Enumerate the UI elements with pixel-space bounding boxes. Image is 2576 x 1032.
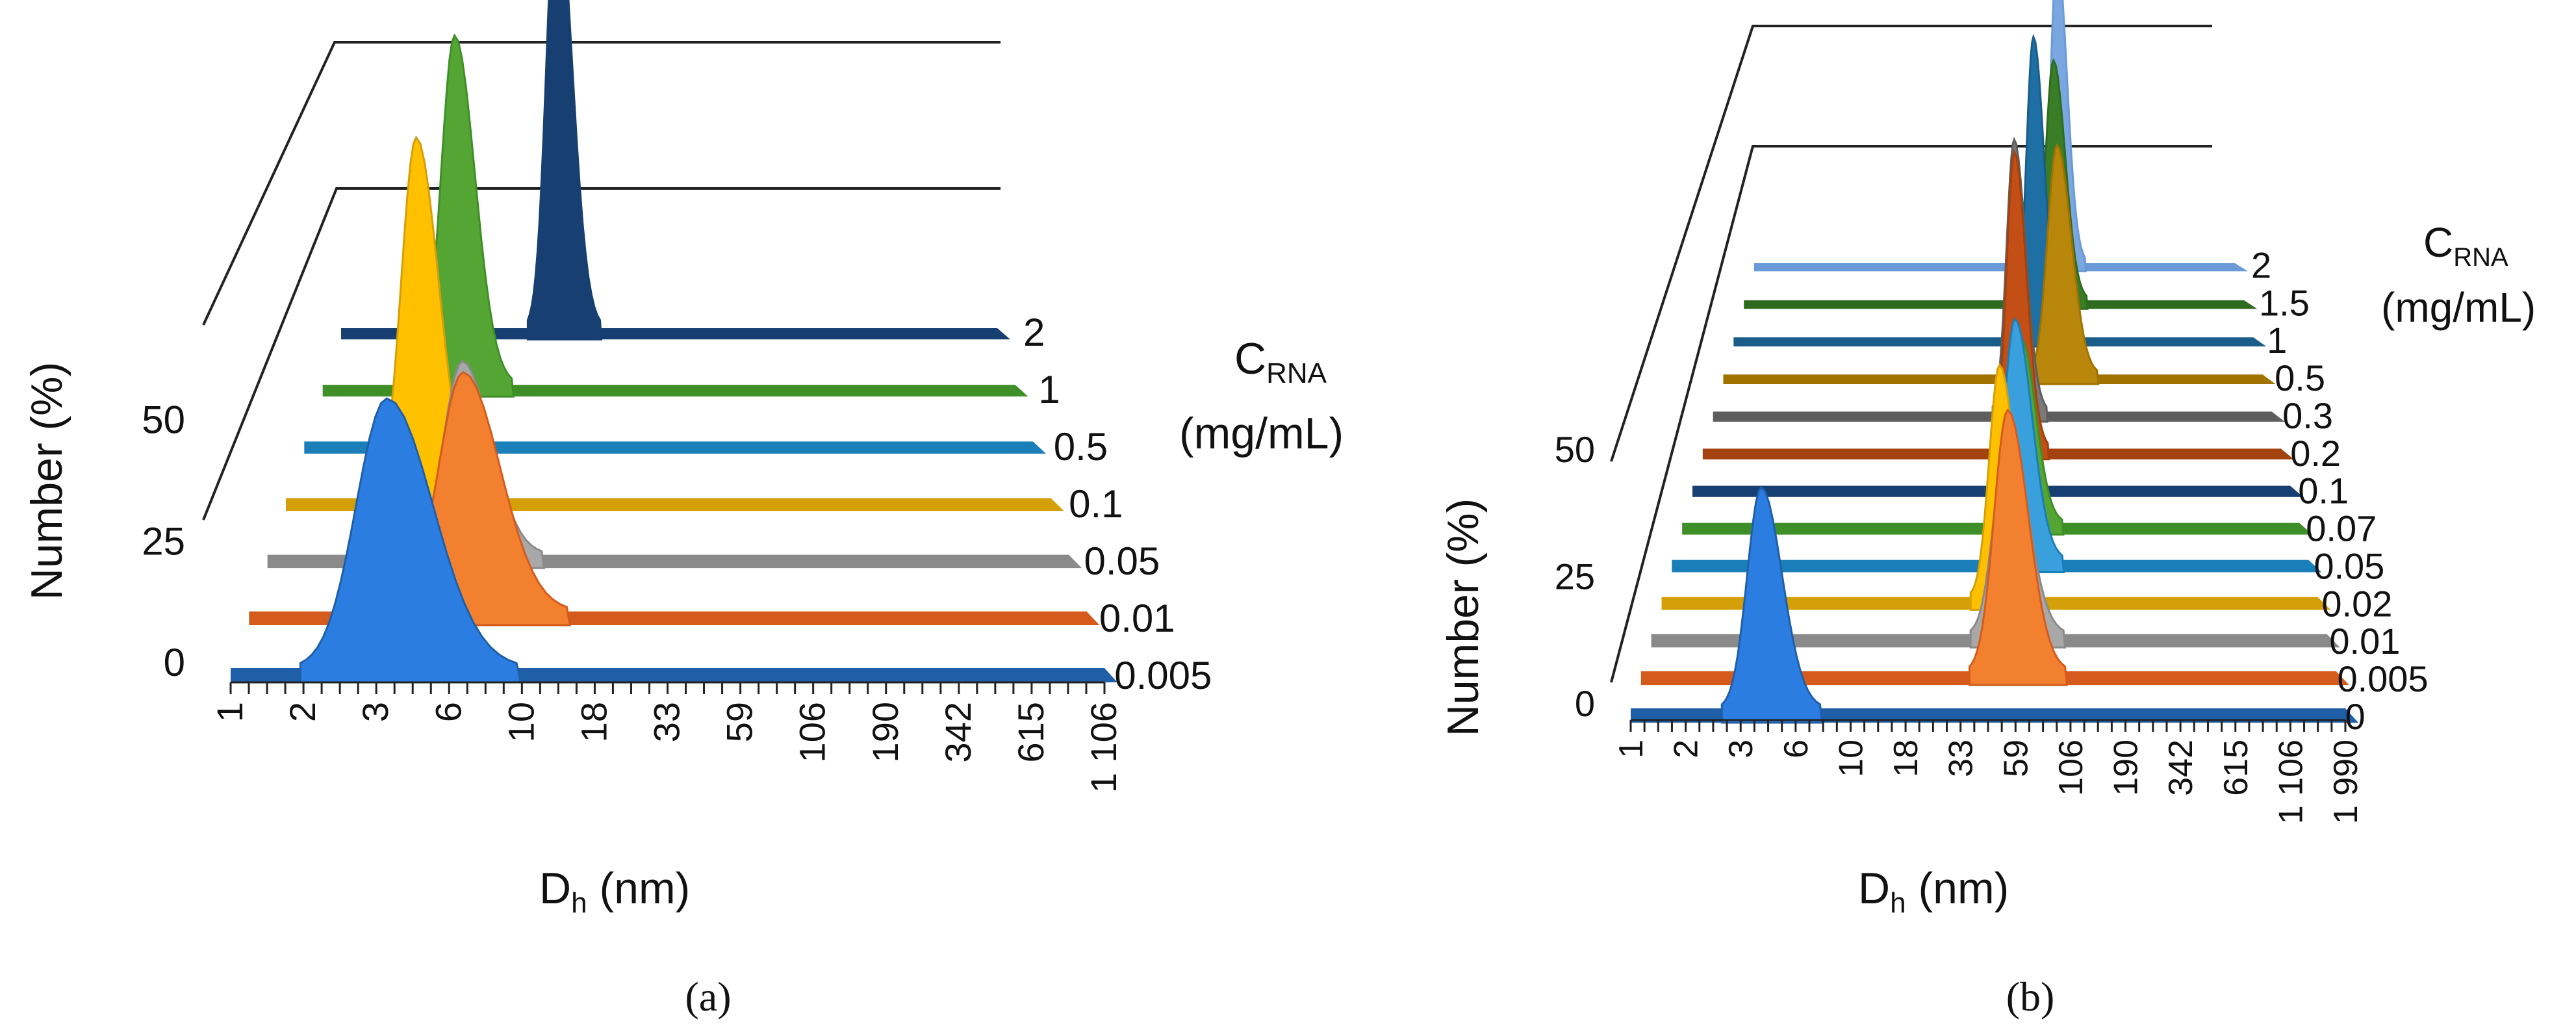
panel-a-axes-frame: [202, 41, 1001, 521]
panel-a-frame-back: [202, 187, 1001, 521]
panel-b-x-axis-label: Dh (nm): [1858, 864, 2009, 919]
panel-a-z-axis-unit: (mg/mL): [1179, 409, 1344, 458]
panel-b-x-label-sub: h: [1890, 887, 1906, 919]
z-tick-label: 0.01: [2329, 621, 2400, 662]
z-tick-label: 0.5: [1054, 425, 1108, 469]
y-tick-label: 25: [142, 519, 185, 563]
panel-b-caption: (b): [2006, 974, 2055, 1020]
series-band-1: [1733, 337, 2267, 347]
panel-b-y-ticks: 0 25 50: [1555, 429, 1595, 724]
z-tick-label: 0.2: [2290, 433, 2341, 474]
panel-b-frame-top: [1610, 25, 2212, 462]
panel-b-x-ticks: 1 2 3 6 10 18 33 59 106 190 342 615 1 106 1 990: [1613, 719, 2365, 824]
panel-b-y-axis-label: Number (%): [1438, 498, 1488, 737]
series-band-1.5: [1744, 300, 2258, 309]
panel-a-x-label-sub: h: [571, 887, 587, 919]
x-tick-label: 106: [2052, 740, 2090, 796]
y-tick-label: 50: [142, 398, 185, 442]
panel-a-x-label-main: D: [539, 864, 571, 913]
series-band-2: [1754, 263, 2248, 272]
x-tick-label: 615: [1010, 702, 1051, 762]
z-tick-label: 0.5: [2275, 357, 2325, 398]
x-tick-label: 1: [209, 702, 250, 722]
panel-a-x-label-unit: (nm): [587, 864, 691, 913]
z-tick-label: 0.005: [1114, 654, 1212, 697]
x-tick-label: 6: [427, 702, 468, 722]
panel-b-axes-frame: [1610, 25, 2212, 683]
panel-b-z-label-sub: RNA: [2453, 243, 2508, 272]
series-peak-0.5: [2029, 143, 2100, 385]
z-tick-label: 2: [1023, 311, 1045, 354]
x-tick-label: 6: [1778, 740, 1815, 758]
x-tick-label: 10: [500, 702, 541, 742]
x-tick-label: 18: [1887, 740, 1925, 777]
series-peak-2: [526, 0, 603, 341]
x-tick-label: 1: [1613, 740, 1650, 758]
x-tick-label: 3: [1722, 740, 1760, 758]
panel-a: 1 2 3 6 10 18 33 59 106 190 342 615 1 106 0 25 50 2 1 0.…: [22, 0, 1344, 1020]
panel-a-z-ticks: 2 1 0.5 0.1 0.05 0.01 0.005: [1023, 311, 1212, 697]
x-tick-label: 33: [646, 702, 687, 742]
x-tick-label: 342: [937, 702, 978, 762]
z-tick-label: 0.05: [1084, 539, 1160, 583]
x-tick-label: 615: [2217, 740, 2255, 796]
z-tick-label: 1: [1038, 368, 1060, 411]
panel-a-z-axis-label: CRNA: [1234, 334, 1327, 389]
series-peak-0: [1720, 485, 1823, 724]
series-peak-0.005: [299, 397, 522, 684]
panel-b-series-rows: [1631, 0, 2358, 724]
z-tick-label: 1: [2267, 320, 2287, 361]
panel-b-x-label-unit: (nm): [1906, 864, 2009, 913]
z-tick-label: 0.3: [2282, 395, 2333, 436]
z-tick-label: 1.5: [2259, 282, 2310, 323]
panel-a-series-rows: [231, 0, 1117, 684]
x-tick-label: 33: [1943, 740, 1980, 777]
z-tick-label: 0.05: [2314, 545, 2384, 586]
x-tick-label: 190: [865, 702, 906, 762]
panel-a-x-ticks: 1 2 3 6 10 18 33 59 106 190 342 615 1 106: [209, 681, 1124, 793]
panel-a-y-axis-label: Number (%): [22, 362, 71, 600]
z-tick-label: 0.005: [2337, 658, 2428, 699]
panel-b-z-axis-label: CRNA: [2423, 219, 2508, 272]
x-tick-label: 190: [2108, 740, 2145, 796]
y-tick-label: 25: [1555, 556, 1595, 597]
z-tick-label: 0.1: [2298, 471, 2349, 511]
z-tick-label: 0.02: [2321, 583, 2392, 624]
x-tick-label: 1 106: [1083, 702, 1124, 793]
panel-a-x-axis-label: Dh (nm): [539, 864, 690, 919]
x-tick-label: 1 106: [2272, 740, 2310, 824]
z-tick-label: 0.07: [2306, 508, 2377, 549]
x-tick-label: 2: [282, 702, 323, 722]
panel-a-y-ticks: 0 25 50: [142, 398, 185, 685]
y-tick-label: 0: [1575, 683, 1595, 724]
z-tick-label: 0.1: [1069, 482, 1123, 526]
z-tick-label: 2: [2251, 244, 2271, 285]
panel-b-z-label-main: C: [2423, 219, 2453, 266]
x-tick-label: 59: [1997, 740, 2035, 777]
x-tick-label: 59: [719, 702, 760, 742]
z-tick-label: 0.01: [1099, 597, 1175, 640]
series-peak-0.005: [1969, 408, 2068, 686]
panel-b: 1 2 3 6 10 18 33 59 106 190 342 615 1 106 1 990 02550…: [1438, 0, 2536, 1020]
x-tick-label: 10: [1832, 740, 1870, 777]
series-band-2: [341, 328, 1010, 340]
z-tick-label: 0: [2345, 696, 2366, 737]
y-tick-label: 50: [1555, 429, 1595, 470]
panel-a-caption: (a): [685, 974, 731, 1020]
panel-b-x-label-main: D: [1858, 864, 1890, 913]
x-tick-label: 1 990: [2327, 740, 2365, 824]
x-tick-label: 3: [355, 702, 396, 722]
x-tick-label: 2: [1668, 740, 1705, 758]
x-tick-label: 342: [2162, 740, 2200, 796]
panel-a-frame-top: [202, 41, 1001, 326]
panel-a-z-label-sub: RNA: [1266, 357, 1327, 389]
panel-a-z-label-main: C: [1234, 334, 1266, 383]
y-tick-label: 0: [164, 641, 185, 684]
panel-b-z-axis-unit: (mg/mL): [2381, 284, 2536, 331]
x-tick-label: 106: [792, 702, 833, 762]
x-tick-label: 18: [573, 702, 614, 742]
